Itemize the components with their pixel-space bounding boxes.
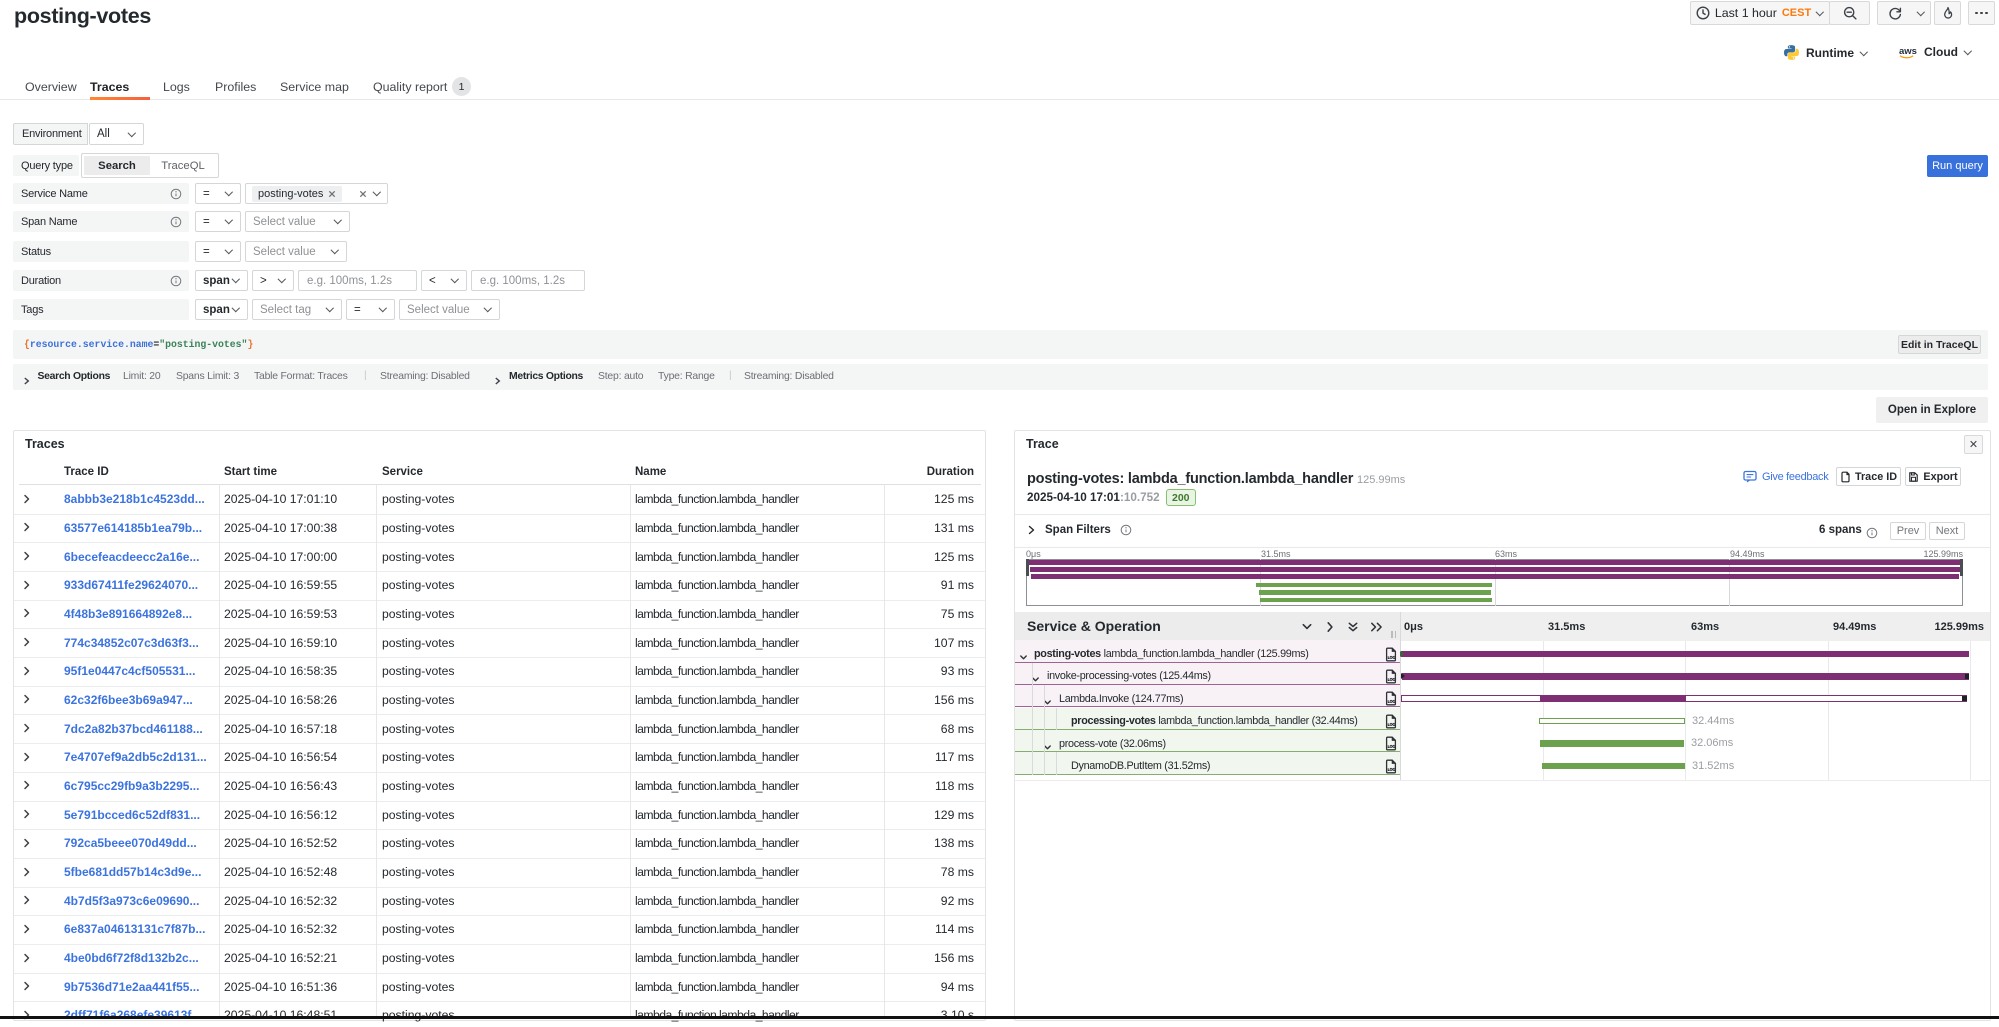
svg-text:aws: aws: [1899, 46, 1917, 57]
